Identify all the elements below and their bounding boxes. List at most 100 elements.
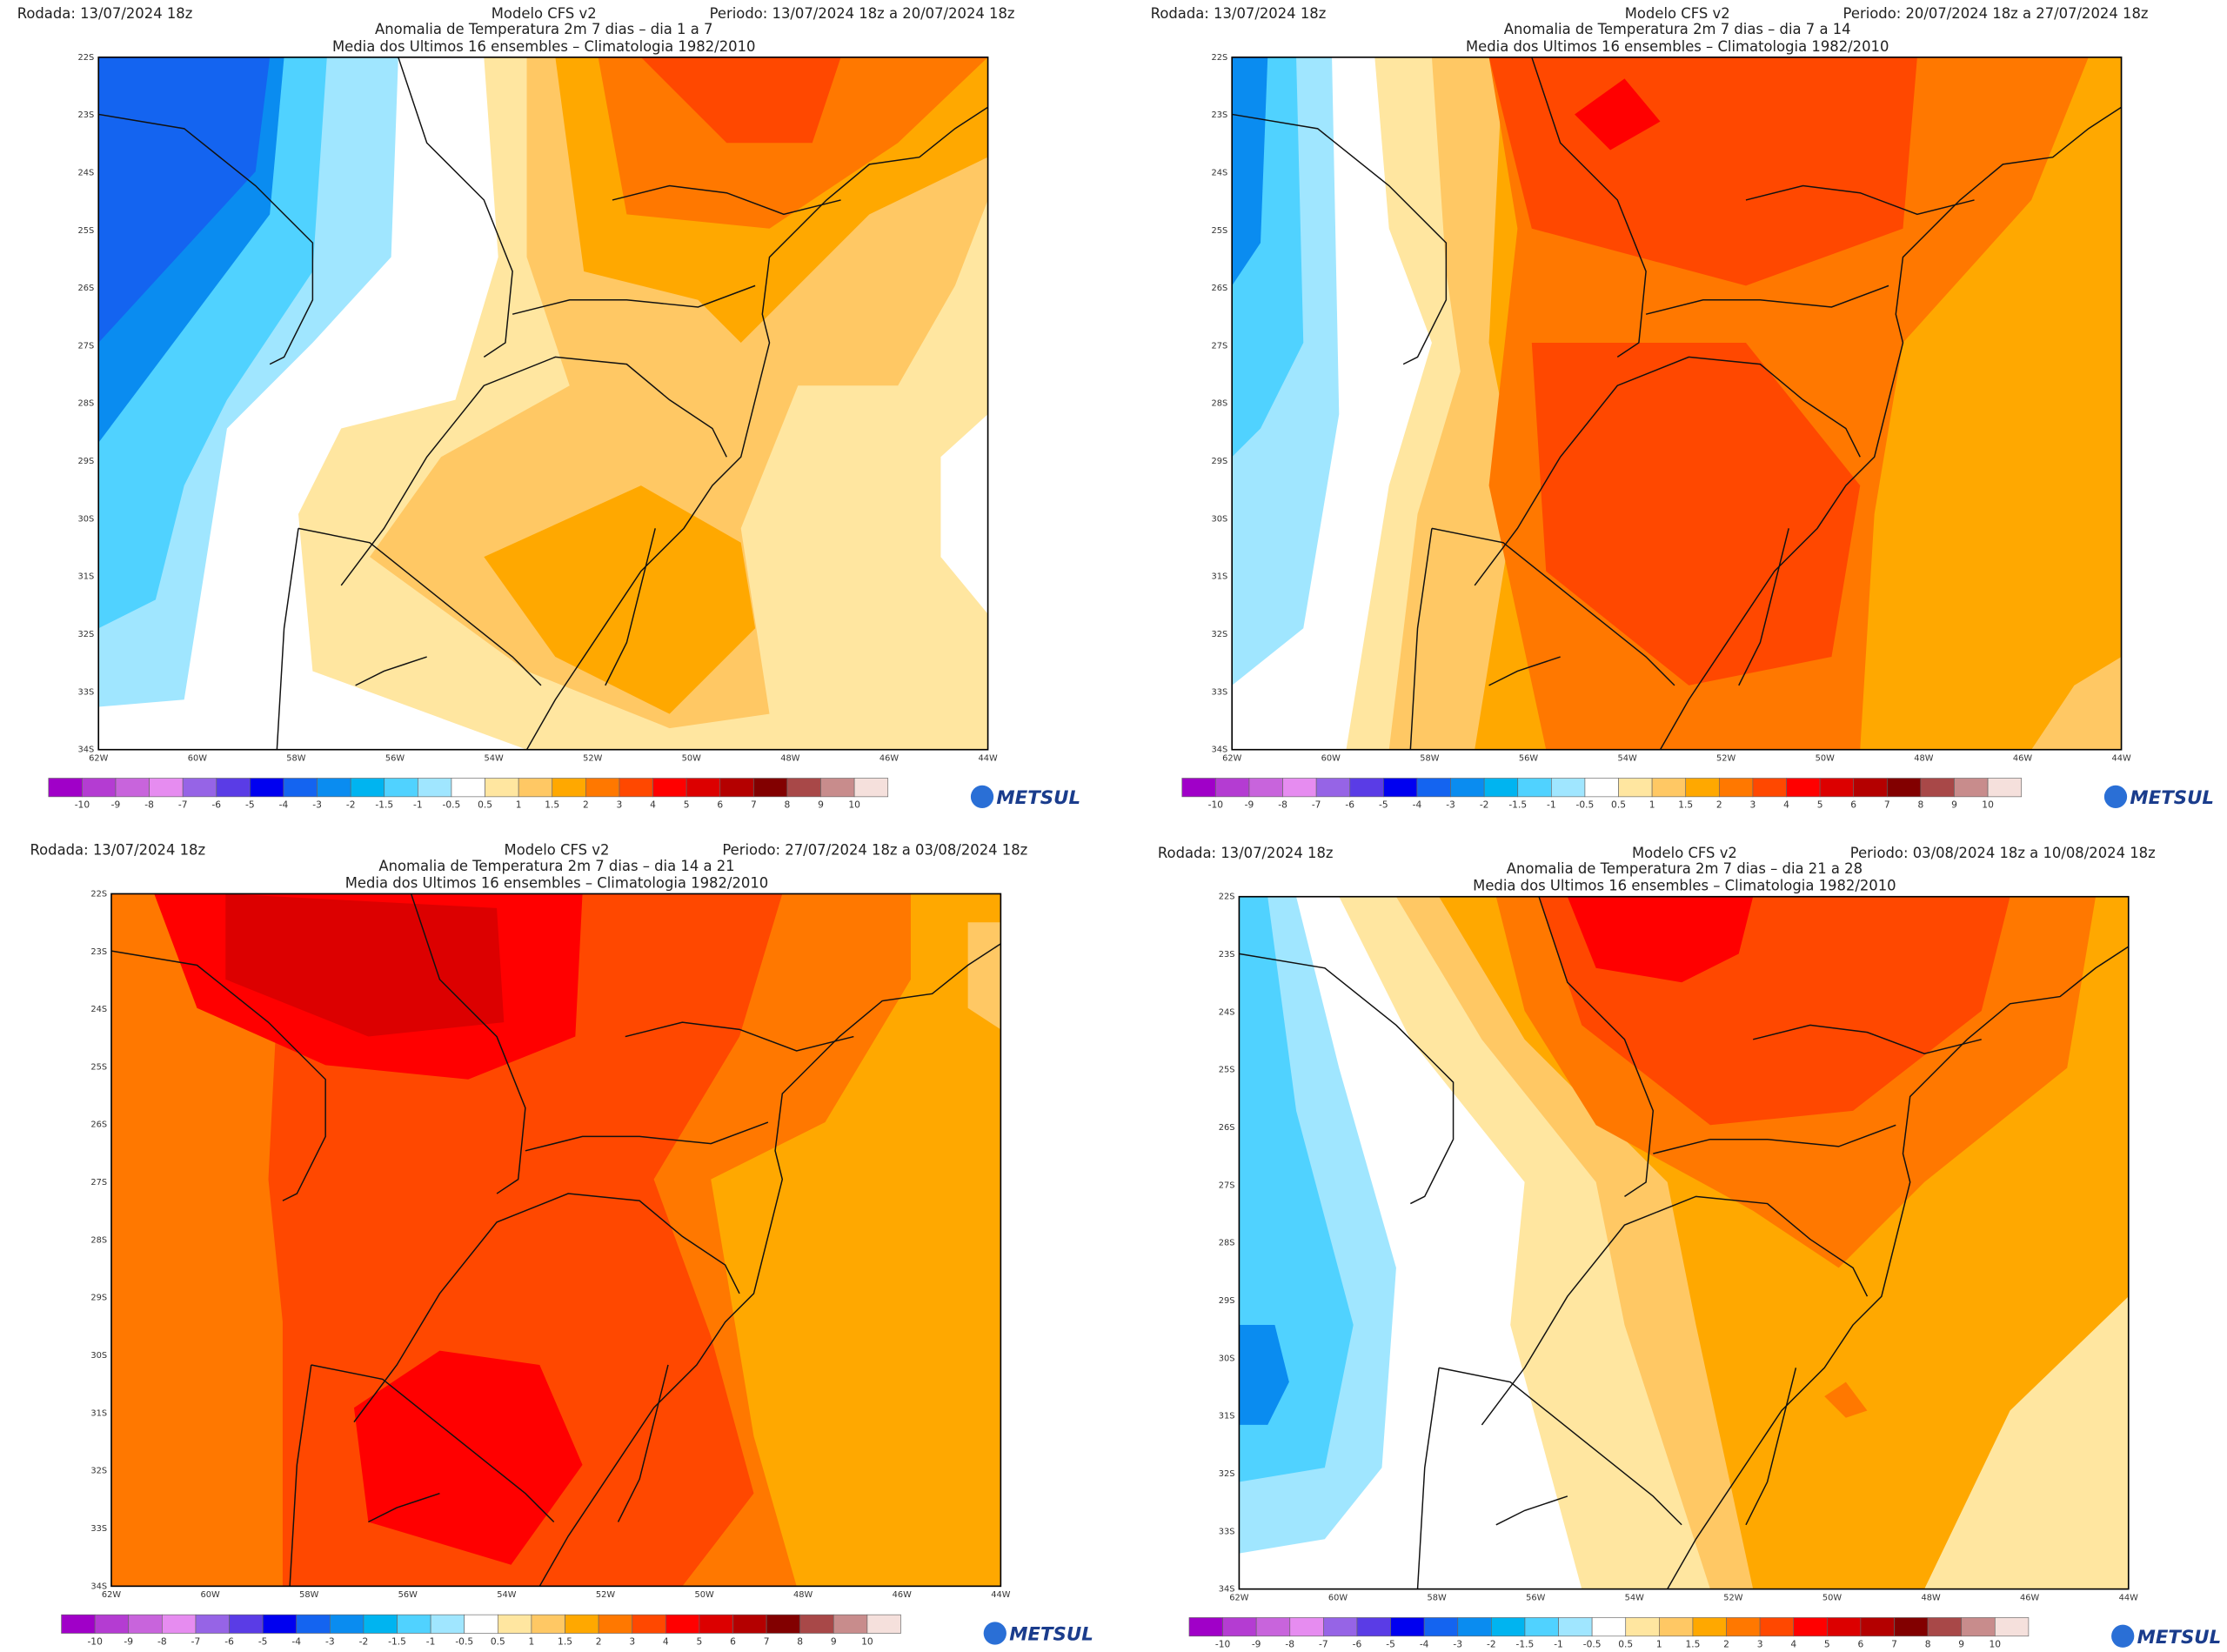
lat-label: 28S <box>1219 1239 1235 1248</box>
colorbar-swatch <box>1759 1617 1795 1637</box>
colorbar-label: -4 <box>291 1635 301 1647</box>
lon-label: 50W <box>694 1590 714 1600</box>
colorbar-label: 4 <box>1783 799 1789 811</box>
lat-label: 30S <box>78 514 95 524</box>
lat-label: 27S <box>78 341 95 351</box>
colorbar-swatch <box>229 1614 264 1634</box>
colorbar-swatch <box>94 1614 130 1634</box>
colorbar-swatch <box>1618 778 1653 798</box>
colorbar-label: 5 <box>684 799 690 811</box>
logo: METSUL <box>2137 1627 2222 1649</box>
logo: METSUL <box>996 787 1080 809</box>
colorbar-swatch <box>1248 778 1283 798</box>
colorbar-label: -8 <box>157 1635 167 1647</box>
colorbar-swatch <box>1961 1617 1996 1637</box>
lat-label: 32S <box>90 1467 107 1476</box>
colorbar-swatch <box>866 1614 901 1634</box>
colorbar-swatch <box>430 1614 465 1634</box>
lat-label: 31S <box>78 572 95 582</box>
colorbar-swatch <box>753 778 788 798</box>
colorbar-swatch <box>1517 778 1552 798</box>
colorbar-swatch <box>397 1614 431 1634</box>
logo: METSUL <box>2130 787 2214 809</box>
colorbar-label: -0.5 <box>455 1635 473 1647</box>
lon-label: 60W <box>188 754 208 764</box>
lon-label: 52W <box>1723 1593 1743 1602</box>
lon-label: 60W <box>1328 1593 1348 1602</box>
colorbar-swatch <box>115 778 150 798</box>
colorbar-label: 7 <box>1891 1639 1897 1650</box>
colorbar-label: -6 <box>224 1635 234 1647</box>
lon-label: 48W <box>780 754 800 764</box>
lat-label: 30S <box>90 1351 107 1361</box>
colorbar-swatch <box>1894 1617 1929 1637</box>
colorbar-label: -2 <box>1487 1639 1496 1650</box>
colorbar-swatch <box>250 778 284 798</box>
colorbar-label: -5 <box>258 1635 268 1647</box>
lon-label: 44W <box>2111 754 2131 764</box>
colorbar-label: 2 <box>583 799 589 811</box>
lon-label: 48W <box>1921 1593 1941 1602</box>
colorbar-swatch <box>1423 1617 1459 1637</box>
lat-label: 34S <box>1212 746 1228 755</box>
contour <box>353 1350 583 1565</box>
colorbar-label: 9 <box>1958 1639 1964 1650</box>
colorbar-label: 2 <box>596 1635 602 1647</box>
lon-label: 54W <box>484 754 504 764</box>
lon-label: 58W <box>1420 754 1440 764</box>
colorbar-label: 6 <box>717 799 723 811</box>
colorbar-label: -1 <box>1554 1639 1563 1650</box>
model-label: Modelo CFS v2 <box>1632 845 1737 861</box>
colorbar-swatch <box>1752 778 1787 798</box>
colorbar-label: -9 <box>111 799 121 811</box>
colorbar-label: -4 <box>1413 799 1422 811</box>
colorbar-label: 3 <box>1750 799 1756 811</box>
lat-label: 24S <box>1212 168 1228 177</box>
colorbar-label: -10 <box>1208 799 1224 811</box>
colorbar-label: 0.5 <box>1618 1639 1633 1650</box>
colorbar-label: 3 <box>1757 1639 1763 1650</box>
lon-label: 58W <box>299 1590 319 1600</box>
subtitle: Anomalia de Temperatura 2m 7 dias – dia … <box>1507 860 1863 877</box>
colorbar-label: -10 <box>75 799 90 811</box>
colorbar-label: -2 <box>359 1635 369 1647</box>
colorbar-swatch <box>1356 1617 1391 1637</box>
colorbar-label: 7 <box>764 1635 770 1647</box>
lon-label: 62W <box>102 1590 122 1600</box>
lon-label: 54W <box>1625 1593 1645 1602</box>
colorbar-swatch <box>1315 778 1351 798</box>
lon-label: 56W <box>1519 754 1539 764</box>
lat-label: 34S <box>78 746 95 755</box>
colorbar-swatch <box>632 1614 666 1634</box>
contour <box>711 893 1001 1587</box>
lat-label: 33S <box>90 1524 107 1534</box>
colorbar-swatch <box>1591 1617 1627 1637</box>
lon-label: 62W <box>1222 754 1242 764</box>
colorbar-swatch <box>330 1614 364 1634</box>
run-label: Rodada: 13/07/2024 18z <box>30 842 205 859</box>
contour <box>98 57 271 344</box>
colorbar-label: -7 <box>178 799 188 811</box>
lat-label: 22S <box>1212 53 1228 63</box>
colorbar-label: -7 <box>1319 1639 1328 1650</box>
colorbar-label: -9 <box>1245 799 1254 811</box>
panel: Rodada: 13/07/2024 18z Modelo CFS v2 Perio… <box>1151 5 2214 811</box>
colorbar-label: -7 <box>191 1635 201 1647</box>
colorbar-swatch <box>1289 1617 1324 1637</box>
colorbar-swatch <box>786 778 821 798</box>
subtitle: Anomalia de Temperatura 2m 7 dias – dia … <box>378 858 734 874</box>
colorbar-label: 8 <box>797 1635 803 1647</box>
colorbar-label: -0.5 <box>443 799 461 811</box>
colorbar-label: 1 <box>1656 1639 1662 1650</box>
lon-label: 46W <box>893 1590 913 1600</box>
colorbar-label: 10 <box>1990 1639 2002 1650</box>
map <box>1232 57 2122 750</box>
colorbar-swatch <box>1625 1617 1660 1637</box>
colorbar-label: 1 <box>516 799 522 811</box>
colorbar-swatch <box>384 778 418 798</box>
colorbar-swatch <box>598 1614 633 1634</box>
logo-globe <box>2111 1624 2135 1648</box>
map-frame <box>1238 895 2130 1590</box>
colorbar-label: -1 <box>413 799 423 811</box>
colorbar-label: 9 <box>818 799 824 811</box>
